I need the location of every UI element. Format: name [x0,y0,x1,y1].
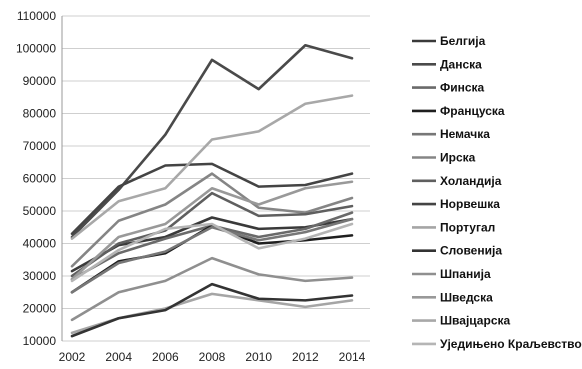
series-lines [70,43,354,338]
x-tick-label: 2002 [59,350,86,364]
series-line [70,43,354,239]
x-tick-label: 2008 [199,350,226,364]
y-tick-label: 100000 [16,42,56,56]
x-tick-label: 2006 [152,350,179,364]
grid [62,15,370,342]
x-axis: 2002 2004 2006 2008 2010 2012 2014 [59,350,366,364]
y-tick-label: 30000 [23,269,57,283]
y-tick-label: 90000 [23,74,57,88]
series-line [70,94,354,240]
series-line [70,222,354,283]
series-line [70,172,354,268]
y-tick-label: 110000 [17,9,56,23]
x-tick-label: 2012 [292,350,319,364]
series-line [70,216,354,273]
y-tick-label: 20000 [23,302,57,316]
legend-label: Уједињено Краљевство [440,337,582,351]
y-tick-label: 60000 [23,172,57,186]
series-line [70,191,354,278]
series-line [70,162,354,236]
legend-label: Холандија [440,174,502,188]
y-tick-label: 50000 [23,204,57,218]
y-tick-label: 10000 [23,334,57,348]
legend-label: Португал [440,220,495,234]
series-line [70,224,354,294]
series-line [70,282,354,338]
legend-label: Француска [440,104,505,118]
series-line [70,217,354,294]
y-tick-label: 80000 [23,107,57,121]
legend-label: Швајцарска [440,314,510,328]
series-line [70,256,354,322]
legend-label: Шведска [440,290,493,304]
legend-label: Финска [440,81,485,95]
legend: Белгија Данска Финска Француска Немачка Ирска… [412,34,582,351]
y-tick-label: 70000 [23,139,57,153]
y-axis: 10000 20000 30000 40000 50000 60000 70000 80000… [16,9,63,348]
x-tick-label: 2010 [245,350,272,364]
series-line [70,180,354,281]
x-tick-label: 2004 [105,350,132,364]
legend-label: Белгија [440,34,486,48]
legend-label: Ирска [440,151,476,165]
y-tick-label: 40000 [23,237,57,251]
legend-label: Словенија [440,244,502,258]
x-tick-label: 2014 [339,350,366,364]
legend-label: Данска [440,57,482,71]
legend-label: Норвешка [440,197,500,211]
legend-label: Немачка [440,127,490,141]
legend-label: Шпанија [440,267,491,281]
